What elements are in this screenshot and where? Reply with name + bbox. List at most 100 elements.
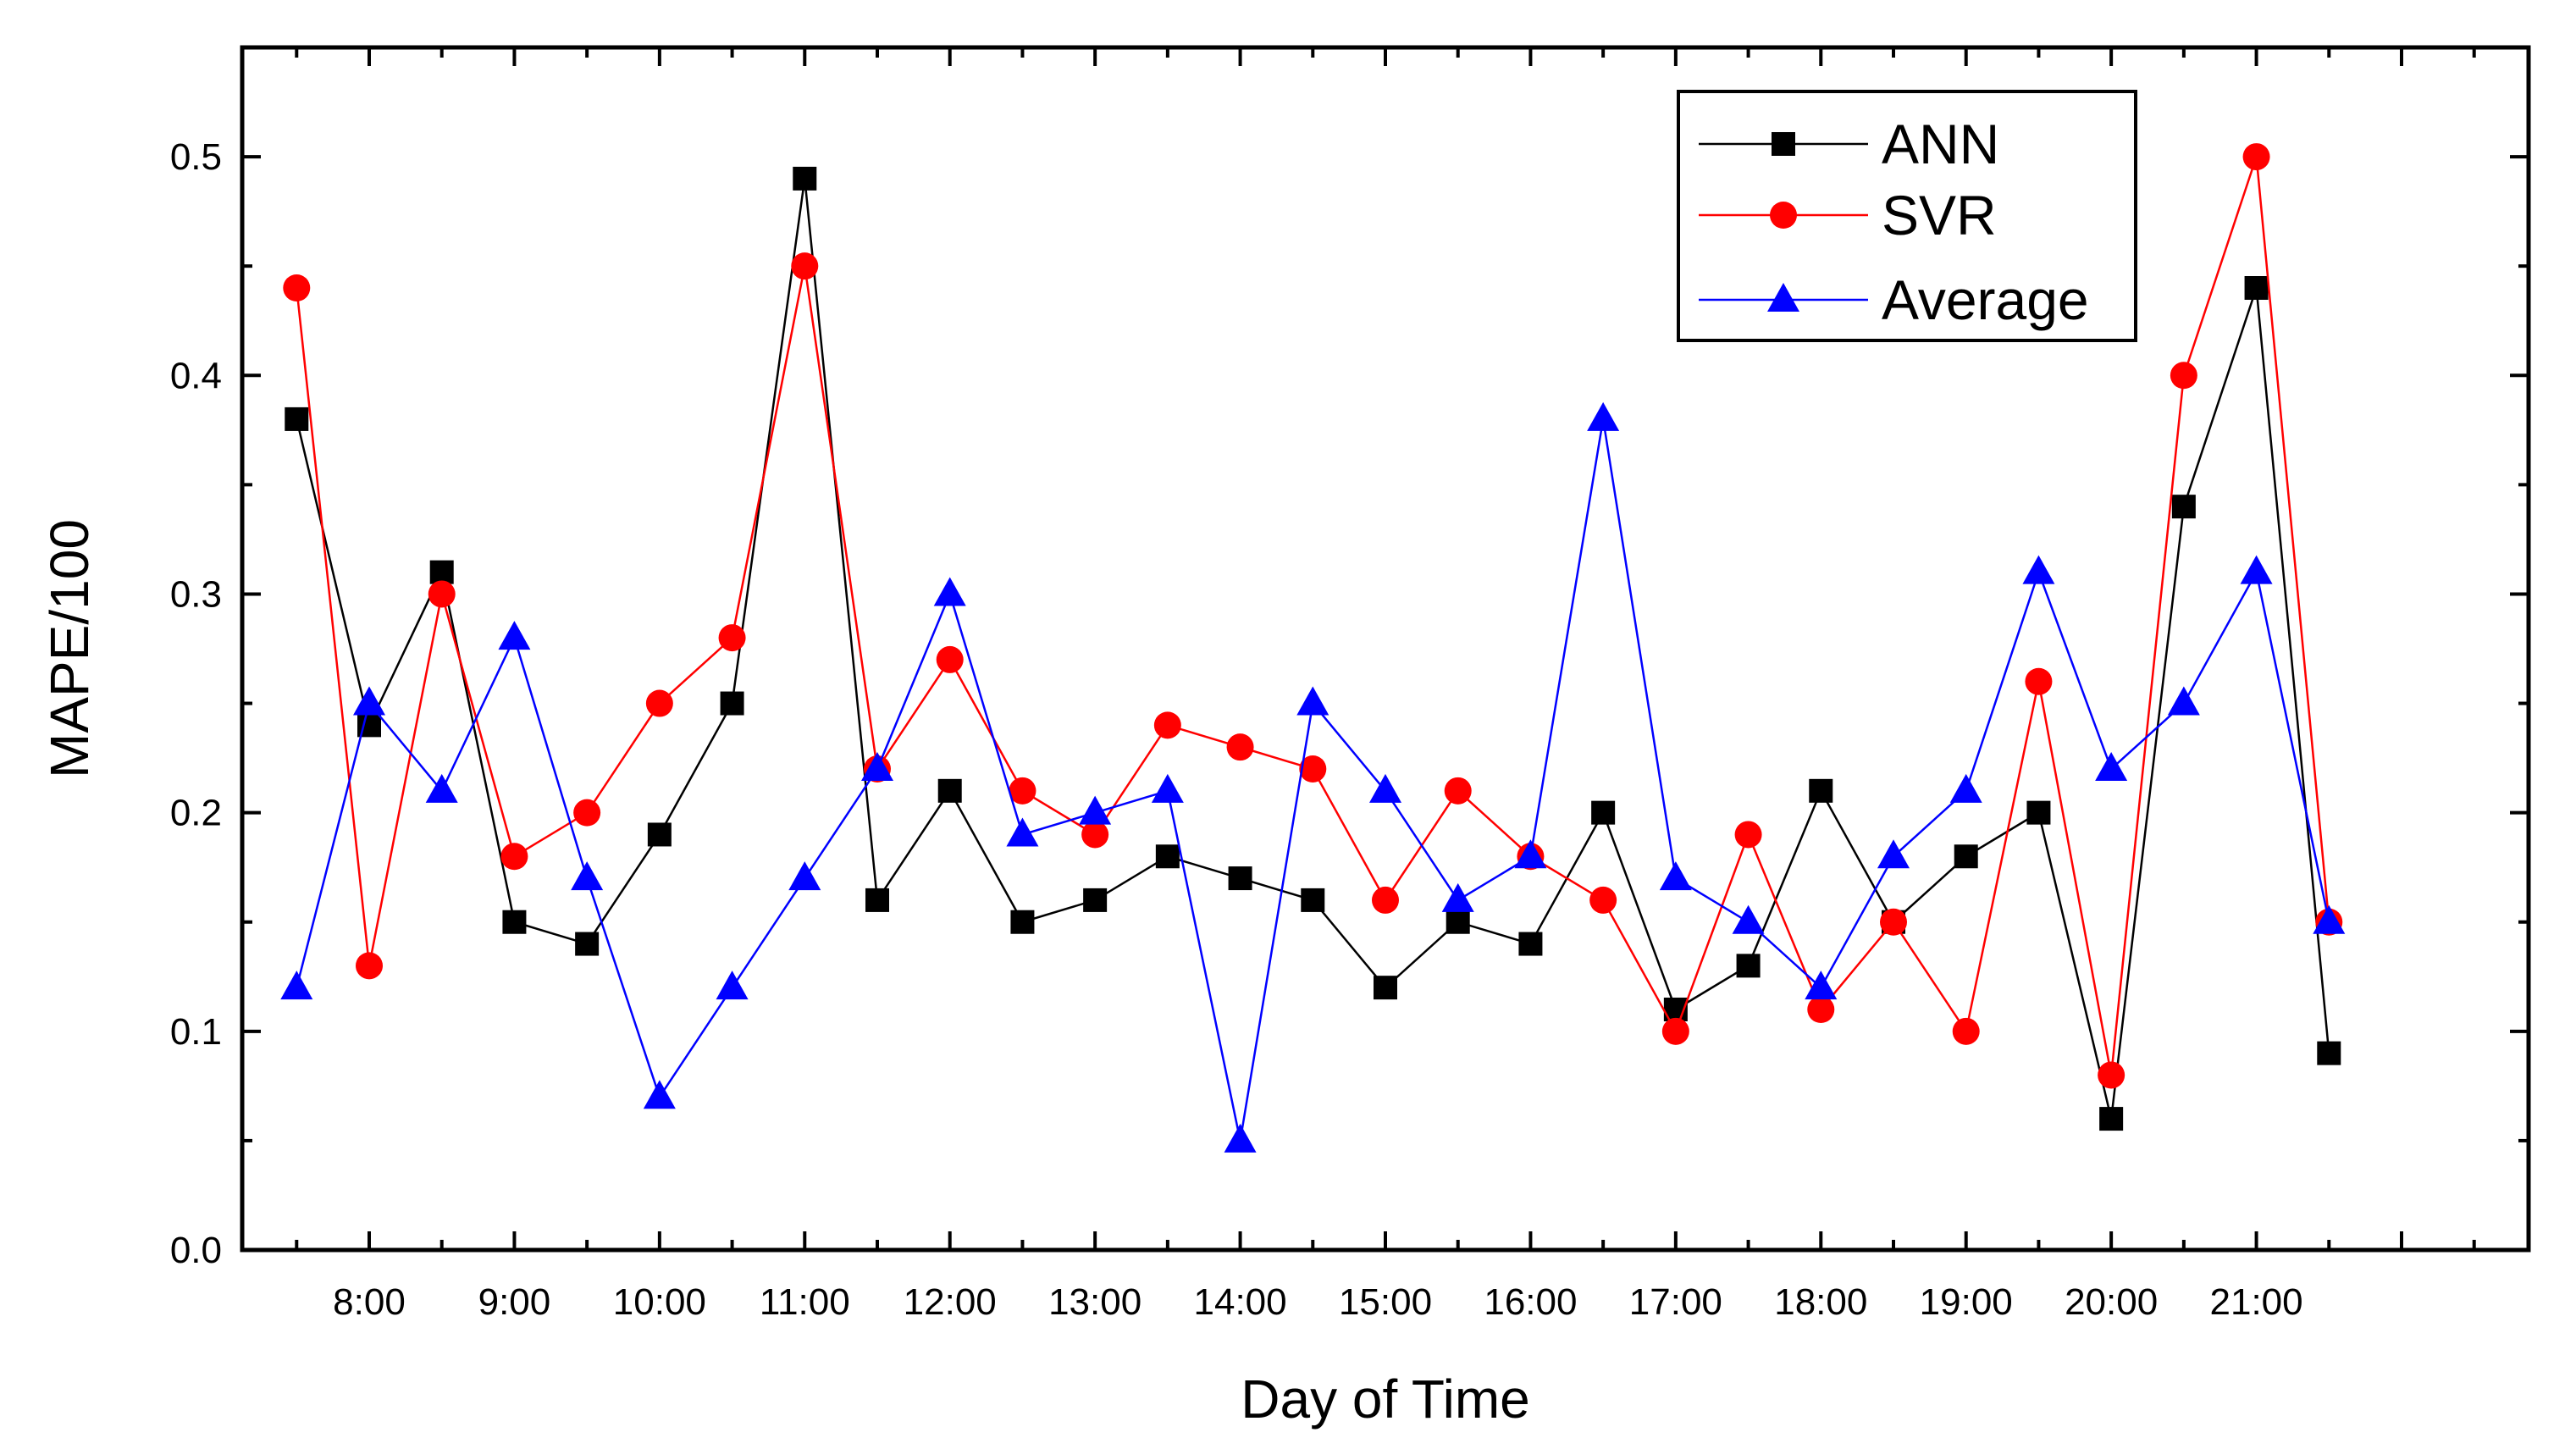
data-point-svr: [1153, 711, 1181, 739]
x-tick-label: 20:00: [2065, 1281, 2158, 1323]
series-svr: [283, 143, 2343, 1089]
data-point-svr: [283, 274, 311, 301]
data-point-average: [1514, 839, 1547, 869]
data-point-average: [1441, 882, 1474, 912]
data-point-average: [1805, 971, 1838, 1000]
data-point-svr: [2242, 143, 2270, 171]
data-point-average: [2313, 904, 2346, 934]
x-tick-label: 12:00: [904, 1281, 997, 1323]
legend-marker-average: [1767, 283, 1799, 312]
x-tick-label: 17:00: [1629, 1281, 1722, 1323]
data-point-average: [353, 686, 385, 716]
data-point-ann: [2171, 495, 2196, 519]
legend-entry-svr: SVR: [1699, 184, 1997, 246]
data-point-average: [643, 1080, 676, 1109]
data-point-average: [1659, 861, 1692, 891]
data-point-svr: [2098, 1061, 2125, 1089]
data-point-ann: [575, 932, 600, 956]
data-point-ann: [937, 778, 962, 803]
y-tick-label: 0.4: [170, 355, 222, 396]
data-point-average: [788, 861, 821, 891]
data-point-svr: [1009, 777, 1036, 805]
data-point-svr: [1661, 1017, 1689, 1045]
data-point-svr: [356, 952, 383, 980]
data-point-svr: [1589, 886, 1617, 914]
x-tick-label: 13:00: [1048, 1281, 1142, 1323]
data-point-svr: [1807, 996, 1835, 1023]
y-tick-label: 0.5: [170, 136, 222, 178]
legend-entry-ann: ANN: [1699, 113, 1999, 175]
data-point-svr: [428, 580, 456, 608]
data-point-average: [1079, 795, 1112, 825]
legend: ANN SVR Average: [1677, 90, 2137, 342]
data-point-svr: [791, 252, 819, 280]
data-point-svr: [500, 843, 528, 871]
data-point-average: [2022, 555, 2055, 584]
data-point-svr: [2170, 362, 2197, 390]
x-tick-label: 11:00: [760, 1281, 850, 1323]
x-tick-label: 14:00: [1194, 1281, 1287, 1323]
data-point-average: [1224, 1123, 1257, 1153]
data-point-svr: [2025, 667, 2053, 695]
data-point-average: [1369, 773, 1401, 803]
data-point-ann: [1010, 910, 1035, 934]
data-point-svr: [1734, 821, 1762, 849]
data-point-svr: [1299, 755, 1327, 783]
data-point-ann: [1228, 866, 1252, 891]
legend-marker-ann: [1772, 132, 1795, 156]
x-tick-label: 9:00: [478, 1281, 551, 1323]
data-point-ann: [1374, 976, 1397, 1000]
data-point-ann: [1155, 844, 1180, 869]
x-tick-label: 8:00: [333, 1281, 406, 1323]
data-point-ann: [502, 910, 527, 934]
data-point-svr: [645, 689, 673, 717]
legend-label-ann: ANN: [1882, 113, 1999, 175]
x-tick-label: 19:00: [1920, 1281, 2013, 1323]
data-point-ann: [1083, 888, 1108, 912]
data-point-average: [861, 752, 893, 781]
y-axis-label: MAPE/100: [39, 519, 100, 778]
data-point-average: [933, 577, 966, 606]
x-tick-label: 18:00: [1774, 1281, 1867, 1323]
data-point-ann: [720, 691, 744, 716]
data-point-ann: [793, 166, 817, 191]
series-ann: [285, 166, 2341, 1131]
data-point-ann: [2244, 276, 2269, 300]
x-tick-label: 10:00: [613, 1281, 706, 1323]
y-tick-label: 0.0: [170, 1230, 222, 1271]
legend-label-average: Average: [1882, 268, 2089, 331]
data-point-average: [1587, 401, 1620, 431]
tick-labels: 0.0 0.1 0.2 0.3 0.4 0.5 8:00 9:00 10:00 11:00 12:0…: [170, 136, 2303, 1323]
data-point-average: [498, 621, 531, 650]
data-point-svr: [1952, 1017, 1980, 1045]
data-point-average: [2240, 555, 2273, 584]
data-point-svr: [1226, 733, 1254, 761]
y-tick-label: 0.2: [170, 793, 222, 834]
data-point-svr: [936, 645, 964, 673]
legend-label-svr: SVR: [1882, 184, 1997, 246]
data-point-average: [280, 971, 313, 1000]
data-point-ann: [1446, 910, 1470, 934]
data-point-ann: [2026, 800, 2051, 825]
y-tick-label: 0.1: [170, 1011, 222, 1053]
data-point-svr: [1372, 886, 1399, 914]
x-axis-label: Day of Time: [1241, 1369, 1529, 1430]
data-point-svr: [1880, 908, 1907, 936]
data-point-average: [716, 971, 749, 1000]
data-point-ann: [2099, 1107, 2124, 1131]
data-point-ann: [1518, 932, 1543, 956]
data-point-ann: [1301, 888, 1325, 912]
data-point-average: [1296, 686, 1329, 716]
legend-marker-svr: [1770, 202, 1797, 229]
data-point-ann: [647, 822, 672, 847]
data-point-ann: [1954, 844, 1978, 869]
data-point-ann: [2317, 1041, 2341, 1065]
data-point-ann: [865, 888, 889, 912]
data-point-average: [2167, 686, 2200, 716]
data-point-average: [1877, 839, 1910, 869]
y-tick-label: 0.3: [170, 573, 222, 615]
data-point-svr: [718, 624, 746, 652]
data-point-average: [1949, 773, 1982, 803]
legend-entry-average: Average: [1699, 268, 2089, 331]
